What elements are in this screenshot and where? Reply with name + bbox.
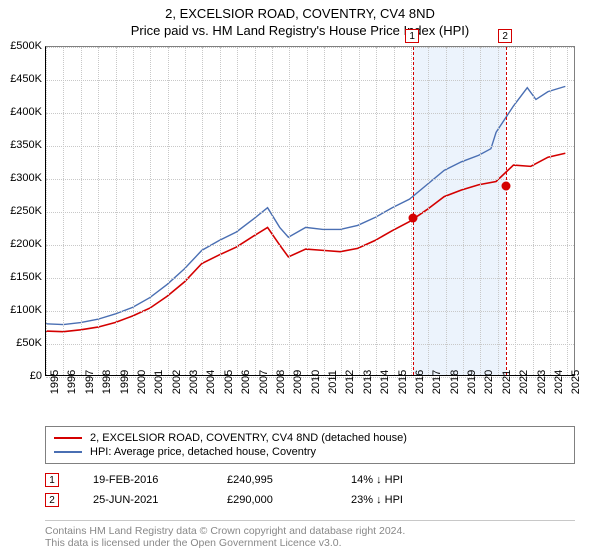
- y-tick-label: £300K: [10, 172, 42, 184]
- x-tick-label: 1996: [66, 370, 78, 394]
- x-tick-label: 2002: [171, 370, 183, 394]
- event-dot: [409, 213, 418, 222]
- event-marker-badge: 2: [498, 29, 512, 43]
- event-row: 1 19-FEB-2016 £240,995 14% ↓ HPI: [45, 470, 575, 490]
- legend-label: 2, EXCELSIOR ROAD, COVENTRY, CV4 8ND (de…: [90, 432, 407, 444]
- y-tick-label: £450K: [10, 73, 42, 85]
- x-tick-label: 2016: [414, 370, 426, 394]
- x-tick-label: 2013: [362, 370, 374, 394]
- event-date: 19-FEB-2016: [93, 474, 193, 486]
- x-tick-label: 2023: [536, 370, 548, 394]
- y-tick-label: £0: [30, 370, 42, 382]
- legend-item: 2, EXCELSIOR ROAD, COVENTRY, CV4 8ND (de…: [54, 431, 566, 445]
- footer-line: Contains HM Land Registry data © Crown c…: [45, 525, 575, 537]
- event-marker-badge: 1: [405, 29, 419, 43]
- x-tick-label: 2018: [449, 370, 461, 394]
- x-tick-label: 1997: [84, 370, 96, 394]
- event-delta: 14% ↓ HPI: [351, 474, 403, 486]
- x-tick-label: 1995: [49, 370, 61, 394]
- x-tick-label: 2024: [553, 370, 565, 394]
- x-tick-label: 2019: [466, 370, 478, 394]
- x-tick-label: 2020: [483, 370, 495, 394]
- x-tick-label: 1998: [101, 370, 113, 394]
- x-tick-label: 2011: [327, 370, 339, 394]
- x-tick-label: 2017: [431, 370, 443, 394]
- x-tick-label: 2008: [275, 370, 287, 394]
- event-badge: 1: [45, 473, 59, 487]
- legend-label: HPI: Average price, detached house, Cove…: [90, 446, 316, 458]
- y-tick-label: £200K: [10, 238, 42, 250]
- event-price: £290,000: [227, 494, 317, 506]
- y-tick-label: £100K: [10, 304, 42, 316]
- event-dot: [502, 181, 511, 190]
- event-delta: 23% ↓ HPI: [351, 494, 403, 506]
- legend-swatch: [54, 437, 82, 439]
- x-tick-label: 2001: [153, 370, 165, 394]
- legend-item: HPI: Average price, detached house, Cove…: [54, 445, 566, 459]
- footer-line: This data is licensed under the Open Gov…: [45, 537, 575, 549]
- event-date: 25-JUN-2021: [93, 494, 193, 506]
- chart-title-line1: 2, EXCELSIOR ROAD, COVENTRY, CV4 8ND: [0, 0, 600, 21]
- events-table: 1 19-FEB-2016 £240,995 14% ↓ HPI 2 25-JU…: [45, 470, 575, 510]
- x-tick-label: 2006: [240, 370, 252, 394]
- x-tick-label: 2009: [292, 370, 304, 394]
- x-tick-label: 2025: [570, 370, 582, 394]
- footer: Contains HM Land Registry data © Crown c…: [45, 520, 575, 549]
- y-tick-label: £400K: [10, 106, 42, 118]
- x-tick-label: 2015: [397, 370, 409, 394]
- chart-container: 2, EXCELSIOR ROAD, COVENTRY, CV4 8ND Pri…: [0, 0, 600, 560]
- legend-swatch: [54, 451, 82, 453]
- x-tick-label: 2007: [258, 370, 270, 394]
- x-tick-label: 2022: [518, 370, 530, 394]
- x-tick-label: 2004: [205, 370, 217, 394]
- x-tick-label: 2021: [501, 370, 513, 394]
- plot-area: 12: [45, 46, 575, 376]
- y-tick-label: £150K: [10, 271, 42, 283]
- x-tick-label: 2014: [379, 370, 391, 394]
- x-tick-label: 2000: [136, 370, 148, 394]
- event-price: £240,995: [227, 474, 317, 486]
- event-badge: 2: [45, 493, 59, 507]
- x-tick-label: 2003: [188, 370, 200, 394]
- y-tick-label: £350K: [10, 139, 42, 151]
- series-svg: [46, 47, 574, 375]
- y-tick-label: £50K: [16, 337, 42, 349]
- x-tick-label: 2012: [344, 370, 356, 394]
- event-row: 2 25-JUN-2021 £290,000 23% ↓ HPI: [45, 490, 575, 510]
- x-tick-label: 2005: [223, 370, 235, 394]
- legend-box: 2, EXCELSIOR ROAD, COVENTRY, CV4 8ND (de…: [45, 426, 575, 464]
- y-tick-label: £250K: [10, 205, 42, 217]
- y-tick-label: £500K: [10, 40, 42, 52]
- x-tick-label: 2010: [310, 370, 322, 394]
- x-tick-label: 1999: [119, 370, 131, 394]
